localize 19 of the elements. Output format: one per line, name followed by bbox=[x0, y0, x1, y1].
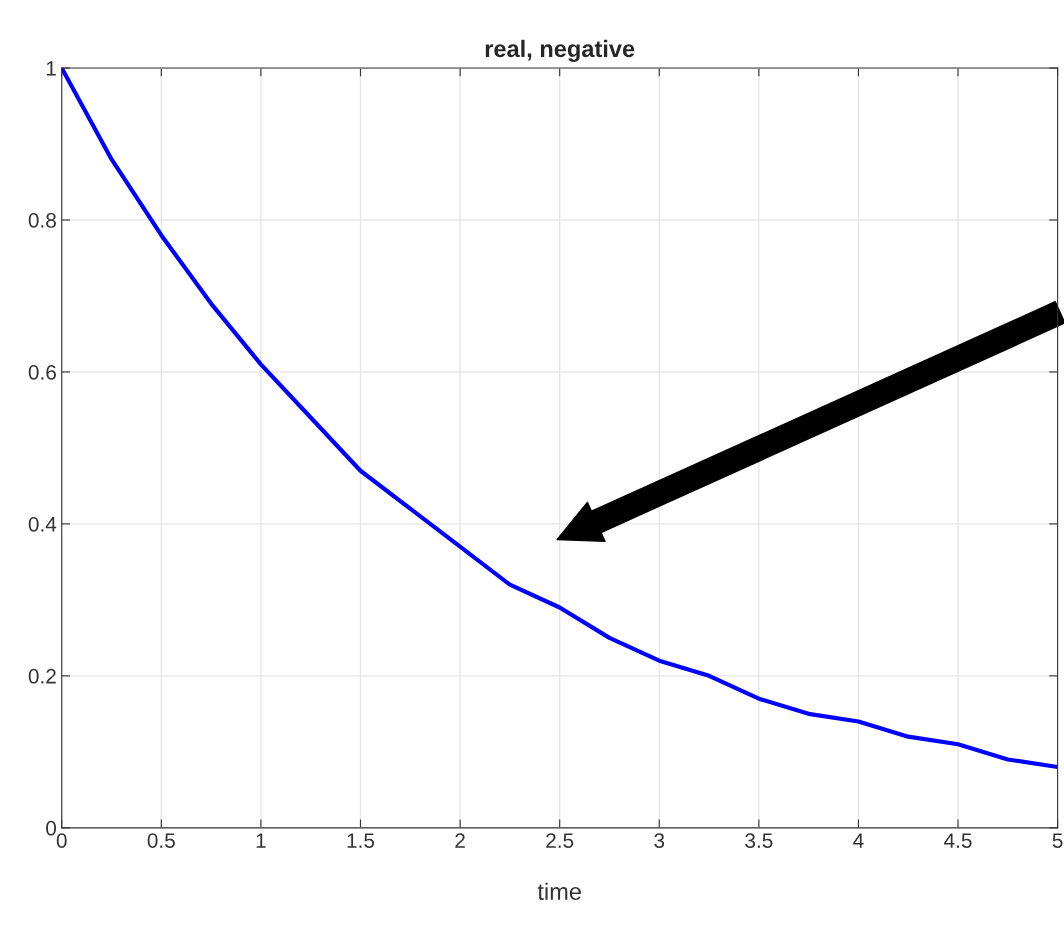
y-tick-label: 0.4 bbox=[28, 516, 57, 532]
x-tick-label: 4 bbox=[853, 833, 864, 848]
x-tick-label: 0 bbox=[56, 833, 67, 848]
x-axis-title: time bbox=[537, 882, 581, 900]
chart-title: real, negative bbox=[485, 39, 635, 62]
x-tick-label: 3.5 bbox=[745, 833, 773, 848]
x-tick-label: 1 bbox=[256, 833, 266, 848]
y-tick-label: 0 bbox=[46, 820, 57, 836]
y-tick-label: 0.2 bbox=[28, 668, 56, 684]
x-tick-label: 0.5 bbox=[147, 833, 175, 848]
y-tick-label: 0.6 bbox=[28, 364, 56, 380]
x-tick-label: 5 bbox=[1052, 833, 1063, 848]
y-tick-label: 1 bbox=[46, 61, 56, 76]
y-tick-label: 0.8 bbox=[28, 213, 56, 228]
x-tick-label: 3 bbox=[654, 833, 665, 848]
x-tick-label: 1.5 bbox=[347, 833, 375, 848]
x-tick-label: 4.5 bbox=[944, 833, 972, 848]
x-tick-label: 2 bbox=[455, 833, 465, 848]
x-tick-label: 2.5 bbox=[546, 833, 574, 848]
